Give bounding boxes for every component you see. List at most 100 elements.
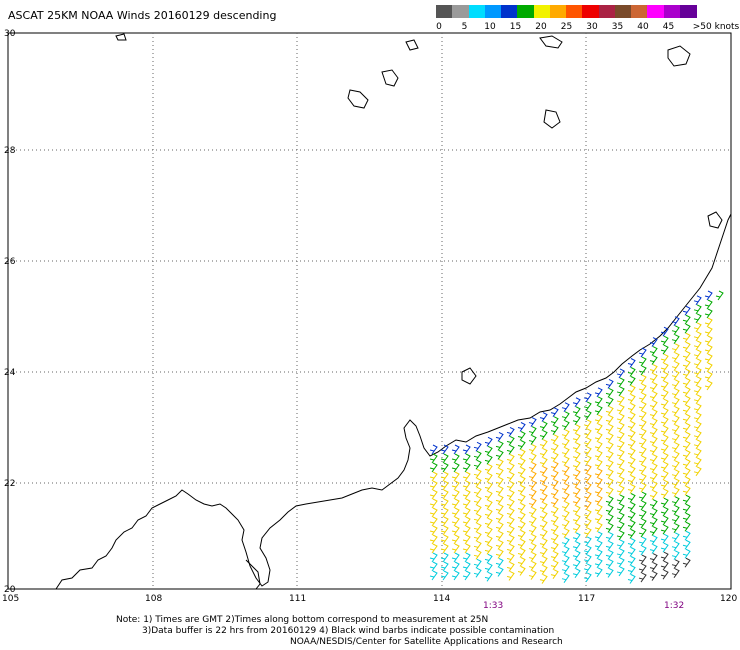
wind-barb: [484, 481, 493, 492]
wind-barb: [594, 558, 603, 569]
wind-barb: [528, 552, 537, 562]
wind-barb: [561, 573, 570, 583]
wind-barb: [517, 494, 526, 504]
legend-swatch: [484, 5, 502, 18]
wind-barb: [605, 468, 614, 479]
wind-barb: [429, 561, 438, 572]
wind-barb: [682, 521, 691, 532]
wind-barb: [462, 543, 471, 554]
wind-barb: [660, 524, 669, 535]
legend-swatch: [468, 5, 486, 18]
wind-barb: [451, 516, 460, 527]
wind-barb: [429, 444, 438, 455]
wind-barb: [660, 389, 669, 400]
wind-barb: [605, 531, 614, 542]
wind-barb: [649, 409, 658, 419]
wind-barb: [484, 472, 493, 483]
wind-barb: [616, 422, 625, 433]
wind-barb: [550, 425, 559, 435]
wind-barb: [506, 499, 515, 509]
wind-barb: [671, 505, 680, 515]
wind-barb: [715, 290, 724, 301]
wind-barb: [539, 448, 548, 458]
wind-barb: [627, 511, 636, 521]
wind-barb: [605, 513, 614, 524]
wind-barb: [671, 514, 680, 524]
wind-barb: [649, 400, 658, 410]
wind-barb: [693, 322, 702, 333]
coastline: [55, 33, 732, 590]
wind-barb: [495, 431, 504, 442]
wind-barb: [583, 419, 592, 430]
wind-barb: [638, 554, 647, 565]
wind-barb: [594, 513, 603, 524]
wind-barb: [616, 467, 625, 478]
wind-barb: [671, 433, 680, 443]
wind-barb: [627, 484, 636, 494]
time-label-left: 1:33: [483, 601, 503, 611]
wind-barb: [660, 398, 669, 409]
legend-swatch: [614, 5, 632, 18]
island: [539, 35, 563, 49]
wind-barb: [660, 353, 669, 364]
wind-barb: [440, 543, 449, 554]
lon-label-108: 108: [145, 594, 162, 604]
wind-barb: [429, 570, 438, 581]
legend-swatch: [679, 5, 697, 18]
wind-barb: [539, 412, 548, 422]
wind-barb: [550, 407, 559, 417]
wind-barb: [605, 396, 614, 407]
wind-barb: [561, 555, 570, 565]
wind-barb: [693, 358, 702, 369]
wind-barb: [693, 340, 702, 351]
wind-barb: [660, 542, 669, 553]
wind-barb: [704, 299, 713, 310]
wind-barb: [495, 449, 504, 460]
wind-barb: [495, 530, 504, 541]
island: [543, 109, 561, 129]
wind-barb: [539, 574, 548, 584]
wind-barb: [671, 424, 680, 434]
wind-barb: [627, 574, 636, 584]
wind-barb: [671, 388, 680, 398]
wind-barb: [649, 508, 658, 518]
wind-barb: [616, 548, 625, 559]
wind-barb: [638, 446, 647, 457]
wind-barb: [495, 566, 504, 577]
wind-barb: [473, 540, 482, 551]
wind-barb: [473, 531, 482, 542]
wind-barb: [627, 376, 636, 386]
wind-barb: [528, 543, 537, 553]
wind-barb: [660, 533, 669, 544]
wind-barb: [528, 471, 537, 481]
wind-barb: [572, 397, 581, 408]
wind-barb: [616, 566, 625, 577]
wind-barb: [627, 520, 636, 530]
wind-barb: [682, 359, 691, 370]
wind-barb: [605, 567, 614, 578]
wind-barb: [682, 458, 691, 469]
wind-barb: [506, 508, 515, 518]
wind-barb: [638, 536, 647, 547]
wind-barb: [649, 391, 658, 401]
wind-barb: [649, 517, 658, 527]
wind-barb: [616, 413, 625, 424]
wind-barb: [605, 405, 614, 416]
island: [667, 45, 691, 67]
wind-barb: [506, 463, 515, 473]
wind-barb: [495, 494, 504, 505]
hainan-island: [245, 559, 261, 590]
wind-barb: [539, 520, 548, 530]
china-coastline: [55, 213, 732, 590]
wind-barb: [440, 525, 449, 536]
wind-barb: [484, 436, 493, 447]
wind-barb: [561, 519, 570, 529]
wind-barb: [572, 469, 581, 480]
wind-barb: [594, 549, 603, 560]
wind-barb: [484, 553, 493, 564]
wind-barb: [506, 454, 515, 464]
wind-barb: [649, 346, 658, 356]
wind-barb: [506, 535, 515, 545]
wind-barb: [506, 553, 515, 563]
